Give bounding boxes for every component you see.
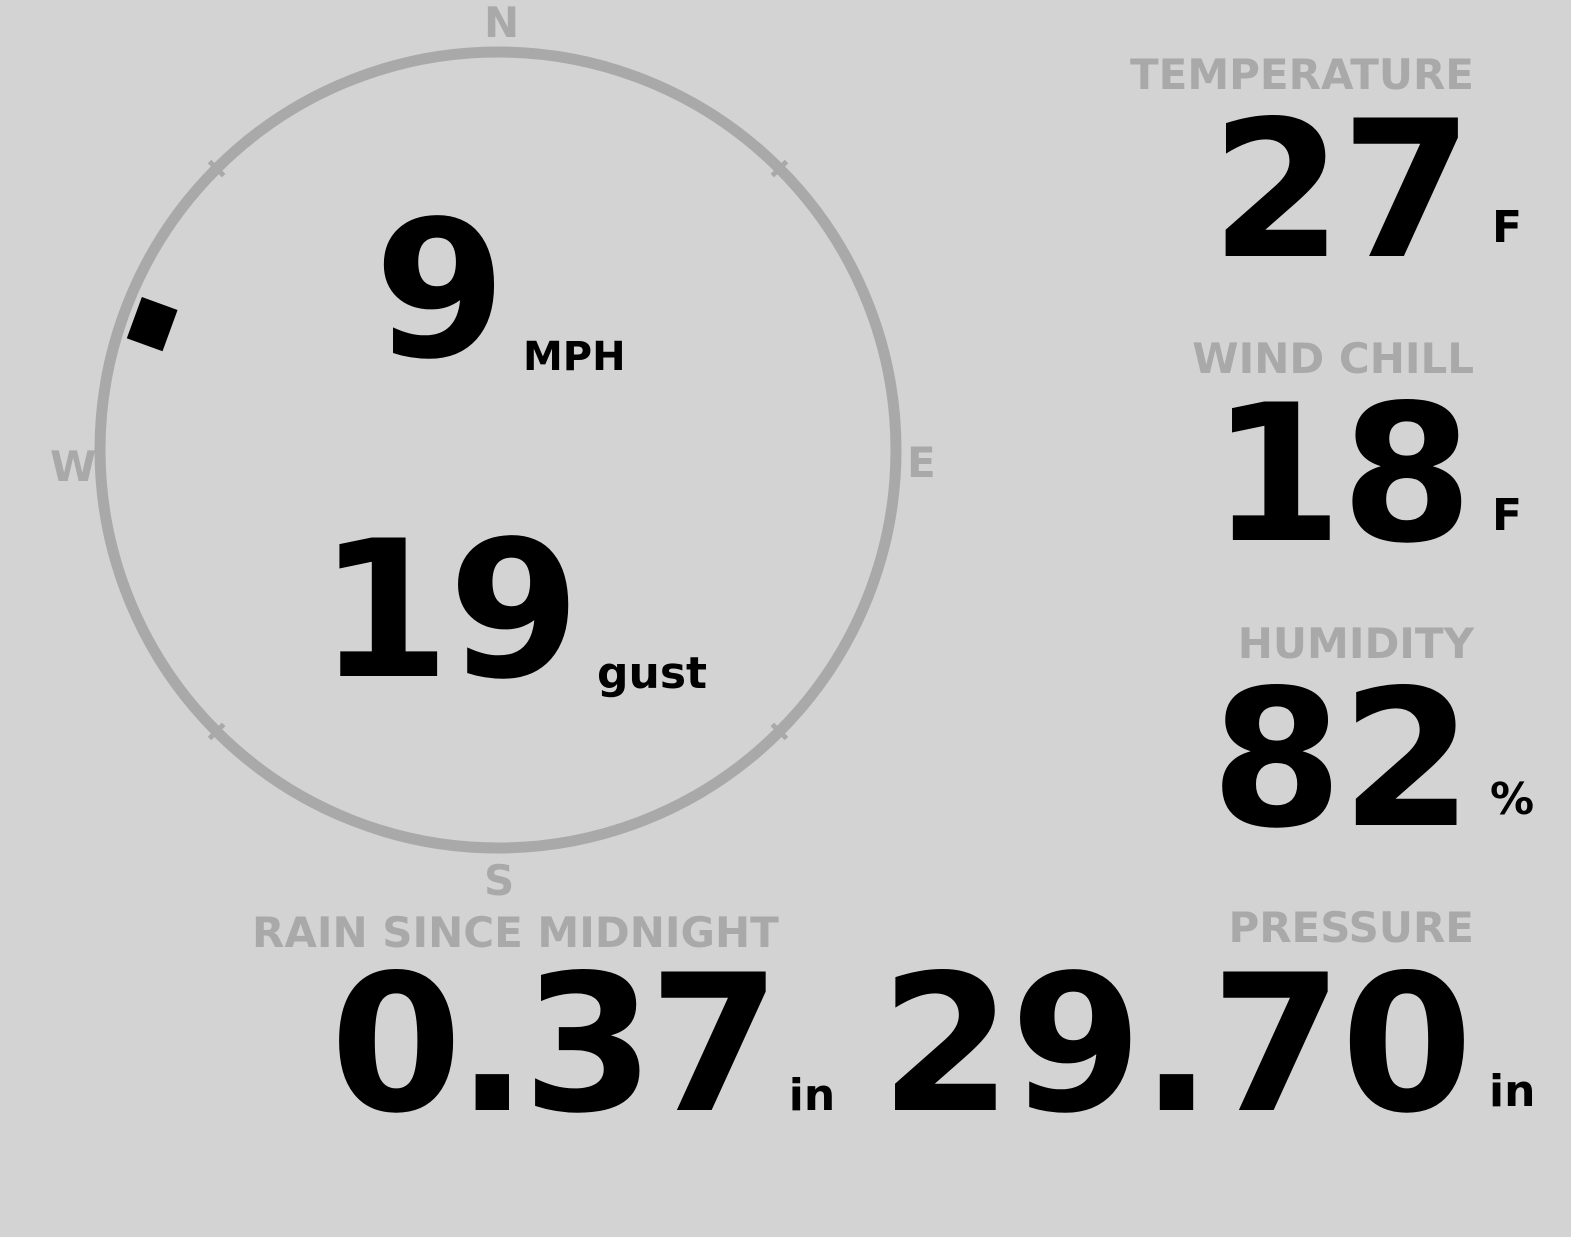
compass-tick <box>207 722 226 741</box>
wind-gust-unit: gust <box>597 648 708 699</box>
pressure-unit: in <box>1489 1066 1536 1117</box>
compass-w: W <box>50 442 97 491</box>
wind-chill-value: 18 <box>1210 364 1473 585</box>
pressure-value: 29.70 <box>880 934 1473 1155</box>
temperature-unit: F <box>1492 202 1523 253</box>
rain-reading: 0.37 in <box>330 934 836 1155</box>
temperature-label: TEMPERATURE <box>1130 50 1474 99</box>
compass-ring <box>94 46 902 854</box>
compass-ticks <box>207 159 789 741</box>
compass-s: S <box>484 856 515 905</box>
wind-direction-marker <box>126 296 178 352</box>
temperature-value: 27 <box>1210 80 1473 301</box>
humidity-value: 82 <box>1210 649 1473 870</box>
compass-tick <box>770 722 789 741</box>
compass-e: E <box>907 438 936 487</box>
rain-label: RAIN SINCE MIDNIGHT <box>252 908 779 957</box>
humidity-unit: % <box>1490 774 1535 825</box>
pressure-label: PRESSURE <box>1228 903 1474 952</box>
compass-n: N <box>484 0 520 47</box>
humidity-label: HUMIDITY <box>1237 619 1474 668</box>
rain-unit: in <box>788 1070 836 1121</box>
wind-speed-unit: MPH <box>523 334 626 380</box>
wind-gust-value: 19 <box>318 500 580 721</box>
wind-chill-unit: F <box>1492 490 1523 541</box>
compass-tick <box>207 159 226 178</box>
wind-speed-value: 9 <box>374 180 506 401</box>
rain-value: 0.37 <box>330 934 781 1155</box>
compass-tick <box>770 159 789 178</box>
wind-chill-label: WIND CHILL <box>1192 334 1474 383</box>
